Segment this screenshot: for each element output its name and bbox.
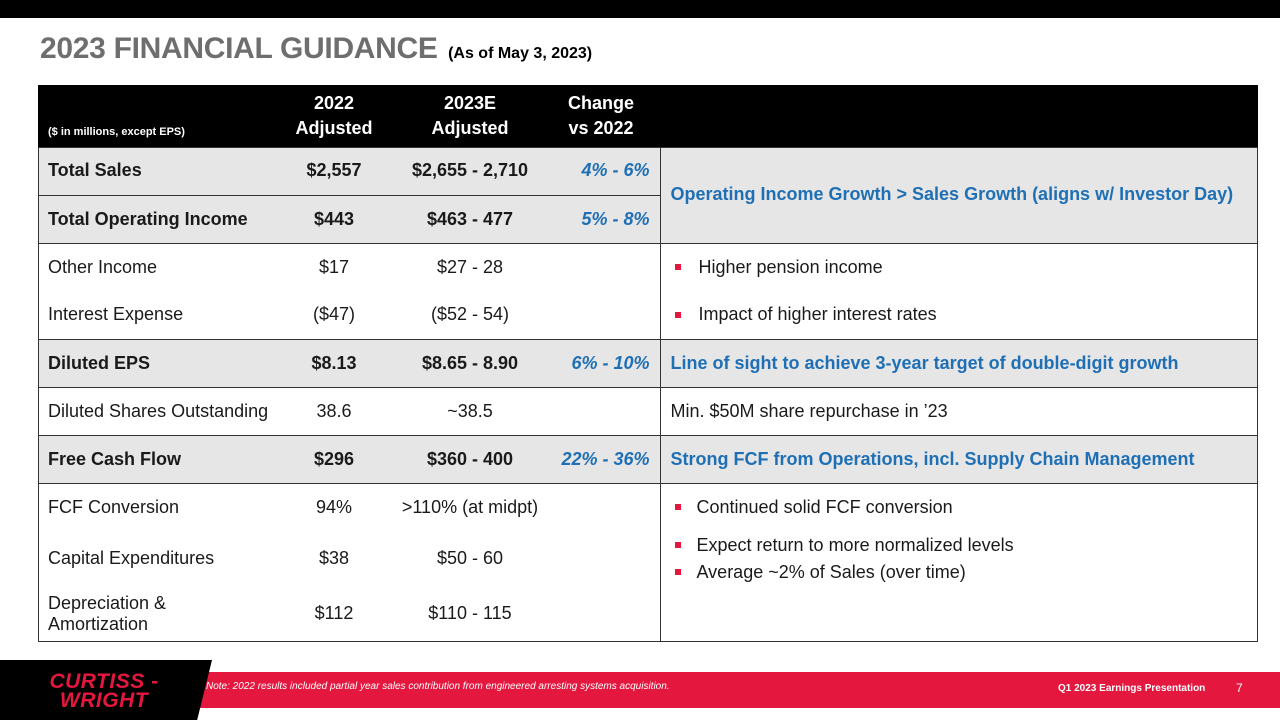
bullet-item: Average ~2% of Sales (over time)	[671, 559, 1259, 586]
col-header-2023e: 2023E Adjusted	[398, 85, 542, 147]
comment-cell	[659, 586, 1258, 641]
value-2022: ($47)	[312, 304, 356, 325]
bullet-item: Continued solid FCF conversion	[671, 494, 1259, 521]
bullet-square-icon	[674, 311, 681, 318]
value-2023e: $463 - 477	[398, 194, 542, 243]
table-header-row: ($ in millions, except EPS) 2022 Adjuste…	[38, 85, 1258, 147]
table-row-free-cash-flow: Free Cash Flow $296 $360 - 400 22% - 36%…	[38, 434, 1258, 483]
slide-title: 2023 FINANCIAL GUIDANCE	[40, 32, 438, 65]
value-2023e: ~38.5	[398, 386, 542, 435]
value-2023e: $27 - 28	[398, 242, 542, 291]
bullet-text: Expect return to more normalized levels	[696, 534, 1014, 555]
bullet-square-icon	[674, 504, 681, 511]
value-2022: 94%	[270, 482, 398, 531]
bullet-text: Average ~2% of Sales (over time)	[696, 561, 966, 582]
value-2022: $296	[270, 434, 398, 483]
value-2023e: >110% (at midpt)	[398, 482, 542, 531]
row-label: Diluted Shares Outstanding	[38, 386, 270, 435]
value-2022: $443	[270, 194, 398, 243]
top-bar	[0, 0, 1280, 18]
row-label: Diluted EPS	[38, 338, 270, 387]
value-change	[542, 586, 660, 641]
row-label: Interest Expense	[48, 304, 184, 325]
slide-subtitle: (As of May 3, 2023)	[448, 45, 593, 62]
table-row-total-sales: Total Sales $2,557 $2,655 - 2,710 4% - 6…	[38, 147, 1258, 243]
row-label: Free Cash Flow	[38, 434, 270, 483]
units-note: ($ in millions, except EPS)	[38, 85, 270, 147]
col-header-change: Change vs 2022	[542, 85, 660, 147]
bullet-text: Impact of higher interest rates	[698, 304, 937, 325]
value-change	[542, 291, 660, 339]
comment-cell: Impact of higher interest rates	[659, 291, 1259, 339]
table-row-fcf-conversion: FCF Conversion 94% >110% (at midpt) Cont…	[38, 482, 1259, 531]
value-2023e: ($52 - 54)	[430, 304, 510, 325]
company-logo: CURTISS - WRIGHT	[49, 670, 159, 712]
comment-cell: Strong FCF from Operations, incl. Supply…	[659, 434, 1258, 483]
bullet-item: Expect return to more normalized levels	[671, 532, 1259, 559]
value-2022: 38.6	[270, 386, 398, 435]
bullet-square-icon	[674, 542, 681, 548]
col-header-2022: 2022 Adjusted	[270, 85, 398, 147]
value-2023e: $360 - 400	[398, 434, 542, 483]
sales-oi-comment: Operating Income Growth > Sales Growth (…	[659, 147, 1258, 243]
bullet-square-icon	[674, 569, 681, 575]
value-change: 6% - 10%	[542, 338, 660, 387]
value-change: 4% - 6%	[542, 147, 660, 195]
comment-text: Line of sight to achieve 3-year target o…	[670, 352, 1179, 373]
value-change	[542, 531, 660, 586]
slide-title-block: 2023 FINANCIAL GUIDANCE (As of May 3, 20…	[40, 32, 592, 66]
footer-bar	[0, 672, 1280, 708]
comment-cell: Continued solid FCF conversion	[659, 482, 1259, 531]
comment-text: Strong FCF from Operations, incl. Supply…	[670, 448, 1195, 469]
page-number: 7	[1236, 681, 1243, 695]
value-2023e: $8.65 - 8.90	[398, 338, 542, 387]
bullet-item: Impact of higher interest rates	[671, 301, 1259, 328]
comment-cell: Line of sight to achieve 3-year target o…	[659, 338, 1258, 387]
table-row-other-income: Other Income $17 $27 - 28 Higher pension…	[38, 242, 1259, 291]
value-change	[542, 242, 660, 291]
bullet-item: Higher pension income	[671, 254, 1259, 281]
value-change: 22% - 36%	[542, 434, 660, 483]
comment-cell: Expect return to more normalized levels …	[659, 531, 1259, 586]
table-row-depreciation-amortization: Depreciation & Amortization $112 $110 - …	[38, 586, 1258, 641]
row-label: FCF Conversion	[38, 482, 270, 531]
value-2022: $17	[270, 242, 398, 291]
presentation-name: Q1 2023 Earnings Presentation	[1058, 683, 1206, 694]
value-2023e: $2,655 - 2,710	[398, 147, 542, 195]
bullet-text: Higher pension income	[698, 256, 883, 277]
comment-cell: Min. $50M share repurchase in ’23	[659, 386, 1258, 435]
table-row-capital-expenditures: Capital Expenditures $38 $50 - 60 Expect…	[38, 531, 1258, 586]
footnote: Note: 2022 results included partial year…	[206, 681, 670, 692]
comment-cell: Higher pension income	[659, 242, 1259, 291]
value-2023e: $110 - 115	[428, 603, 512, 623]
table-row-total-operating-income: Total Operating Income $443 $463 - 477 5…	[38, 194, 1258, 243]
value-2022: $38	[318, 548, 350, 568]
value-change: 5% - 8%	[542, 194, 660, 243]
value-change	[542, 482, 660, 531]
comment-text: Operating Income Growth > Sales Growth (…	[670, 184, 1234, 205]
table-row-interest-expense: Interest Expense ($47) ($52 - 54) Impact…	[38, 291, 1258, 339]
bullet-square-icon	[674, 264, 681, 271]
table-row-diluted-shares: Diluted Shares Outstanding 38.6 ~38.5 Mi…	[38, 386, 1258, 435]
row-label: Total Sales	[38, 147, 270, 195]
bullet-text: Continued solid FCF conversion	[696, 496, 953, 517]
row-label: Total Operating Income	[38, 194, 270, 243]
value-2022: $2,557	[270, 147, 398, 195]
logo-background	[0, 660, 212, 720]
col-header-comment	[660, 85, 1258, 147]
row-label: Depreciation & Amortization	[48, 592, 167, 634]
row-label: Capital Expenditures	[48, 548, 215, 568]
table-row-diluted-eps: Diluted EPS $8.13 $8.65 - 8.90 6% - 10% …	[38, 338, 1258, 387]
value-2022: $112	[314, 603, 354, 623]
value-2023e: $50 - 60	[436, 548, 504, 568]
value-change	[542, 386, 660, 435]
value-2022: $8.13	[270, 338, 398, 387]
guidance-table: ($ in millions, except EPS) 2022 Adjuste…	[38, 85, 1258, 641]
row-label: Other Income	[38, 242, 270, 291]
